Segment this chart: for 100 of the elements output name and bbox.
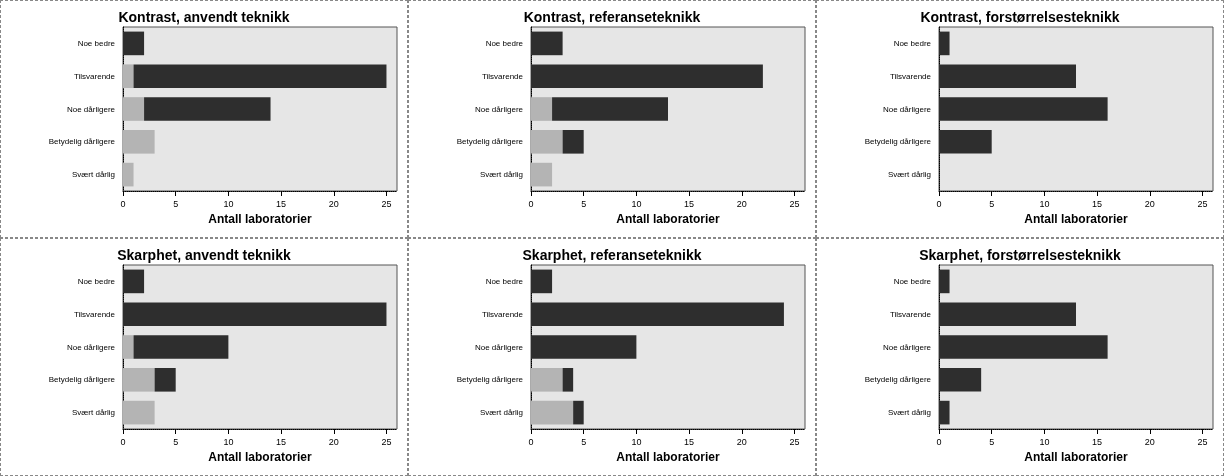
- x-tick-label: 20: [736, 436, 747, 447]
- bar: [123, 64, 134, 89]
- bar: [531, 302, 784, 327]
- x-tick-label: 5: [581, 198, 587, 209]
- bar: [531, 31, 563, 56]
- y-tick-label: Betydelig dårligere: [864, 375, 932, 385]
- x-axis-title: Antall laboratorier: [1024, 212, 1128, 226]
- y-tick-label: Noe bedre: [485, 276, 524, 286]
- x-tick-label: 20: [328, 198, 339, 209]
- bar: [123, 31, 145, 56]
- bar: [144, 97, 271, 121]
- y-tick-label: Noe bedre: [77, 276, 116, 286]
- y-tick-label: Noe dårligere: [474, 104, 524, 114]
- x-axis-title: Antall laboratorier: [208, 212, 312, 226]
- x-tick-label: 25: [789, 436, 800, 447]
- bar: [939, 31, 950, 56]
- bar: [133, 64, 387, 89]
- bar: [531, 269, 553, 294]
- bar: [531, 335, 637, 359]
- x-tick-label: 25: [381, 198, 392, 209]
- x-tick-label: 0: [120, 436, 126, 447]
- bar: [531, 367, 563, 392]
- x-tick-label: 25: [1197, 198, 1208, 209]
- x-tick-label: 20: [736, 198, 747, 209]
- bar: [133, 335, 229, 359]
- chart-title: Kontrast, referanseteknikk: [523, 9, 701, 25]
- x-tick-label: 25: [789, 198, 800, 209]
- y-tick-label: Tilsvarende: [73, 309, 116, 319]
- x-tick-label: 10: [1039, 198, 1050, 209]
- y-tick-label: Betydelig dårligere: [864, 137, 932, 147]
- bar: [939, 129, 992, 154]
- chart-title: Skarphet, anvendt teknikk: [117, 247, 291, 263]
- x-tick-label: 0: [936, 436, 942, 447]
- x-tick-label: 20: [1144, 198, 1155, 209]
- chart-title: Kontrast, forstørrelsesteknikk: [920, 9, 1120, 25]
- x-axis-title: Antall laboratorier: [208, 450, 312, 464]
- chart-title: Skarphet, referanseteknikk: [522, 247, 702, 263]
- x-tick-label: 0: [528, 198, 534, 209]
- x-axis-title: Antall laboratorier: [616, 212, 720, 226]
- y-tick-label: Noe dårligere: [66, 342, 116, 352]
- chart-title: Skarphet, forstørrelsesteknikk: [919, 247, 1121, 263]
- x-tick-label: 15: [276, 198, 287, 209]
- bar: [939, 335, 1108, 359]
- x-tick-label: 0: [120, 198, 126, 209]
- x-axis-title: Antall laboratorier: [616, 450, 720, 464]
- bar: [531, 400, 574, 425]
- bar: [154, 367, 176, 392]
- bar: [123, 129, 155, 154]
- y-tick-label: Tilsvarende: [481, 71, 524, 81]
- x-tick-label: 20: [1144, 436, 1155, 447]
- bar: [123, 367, 155, 392]
- bar: [552, 97, 668, 121]
- y-tick-label: Betydelig dårligere: [456, 137, 524, 147]
- x-tick-label: 10: [1039, 436, 1050, 447]
- x-tick-label: 5: [581, 436, 587, 447]
- y-tick-label: Tilsvarende: [889, 309, 932, 319]
- x-tick-label: 15: [684, 198, 695, 209]
- bar: [939, 269, 950, 294]
- x-tick-label: 10: [223, 436, 234, 447]
- x-axis-title: Antall laboratorier: [1024, 450, 1128, 464]
- y-tick-label: Svært dårlig: [71, 408, 115, 418]
- x-tick-label: 0: [936, 198, 942, 209]
- x-tick-label: 10: [631, 198, 642, 209]
- x-tick-label: 10: [631, 436, 642, 447]
- y-tick-label: Svært dårlig: [887, 170, 931, 180]
- y-tick-label: Betydelig dårligere: [48, 375, 116, 385]
- x-tick-label: 15: [684, 436, 695, 447]
- bar: [531, 64, 763, 89]
- bar: [562, 129, 584, 154]
- x-tick-label: 25: [381, 436, 392, 447]
- bar: [123, 162, 134, 187]
- bar: [123, 302, 387, 327]
- y-tick-label: Svært dårlig: [479, 170, 523, 180]
- bar: [939, 400, 950, 425]
- bar: [939, 367, 982, 392]
- bar: [123, 335, 134, 359]
- x-tick-label: 5: [173, 198, 179, 209]
- y-tick-label: Tilsvarende: [889, 71, 932, 81]
- x-tick-label: 10: [223, 198, 234, 209]
- bar: [123, 400, 155, 425]
- x-tick-label: 0: [528, 436, 534, 447]
- y-tick-label: Noe bedre: [485, 38, 524, 48]
- bar: [939, 302, 1076, 327]
- bar: [123, 97, 145, 121]
- x-tick-label: 15: [1092, 436, 1103, 447]
- bar: [531, 129, 563, 154]
- x-tick-label: 5: [173, 436, 179, 447]
- x-tick-label: 15: [276, 436, 287, 447]
- x-tick-label: 5: [989, 436, 995, 447]
- x-tick-label: 25: [1197, 436, 1208, 447]
- y-tick-label: Svært dårlig: [479, 408, 523, 418]
- y-tick-label: Noe dårligere: [474, 342, 524, 352]
- y-tick-label: Noe dårligere: [882, 342, 932, 352]
- y-tick-label: Betydelig dårligere: [456, 375, 524, 385]
- y-tick-label: Noe bedre: [893, 38, 932, 48]
- y-tick-label: Betydelig dårligere: [48, 137, 116, 147]
- bar: [939, 97, 1108, 121]
- x-tick-label: 15: [1092, 198, 1103, 209]
- x-tick-label: 5: [989, 198, 995, 209]
- y-tick-label: Noe dårligere: [882, 104, 932, 114]
